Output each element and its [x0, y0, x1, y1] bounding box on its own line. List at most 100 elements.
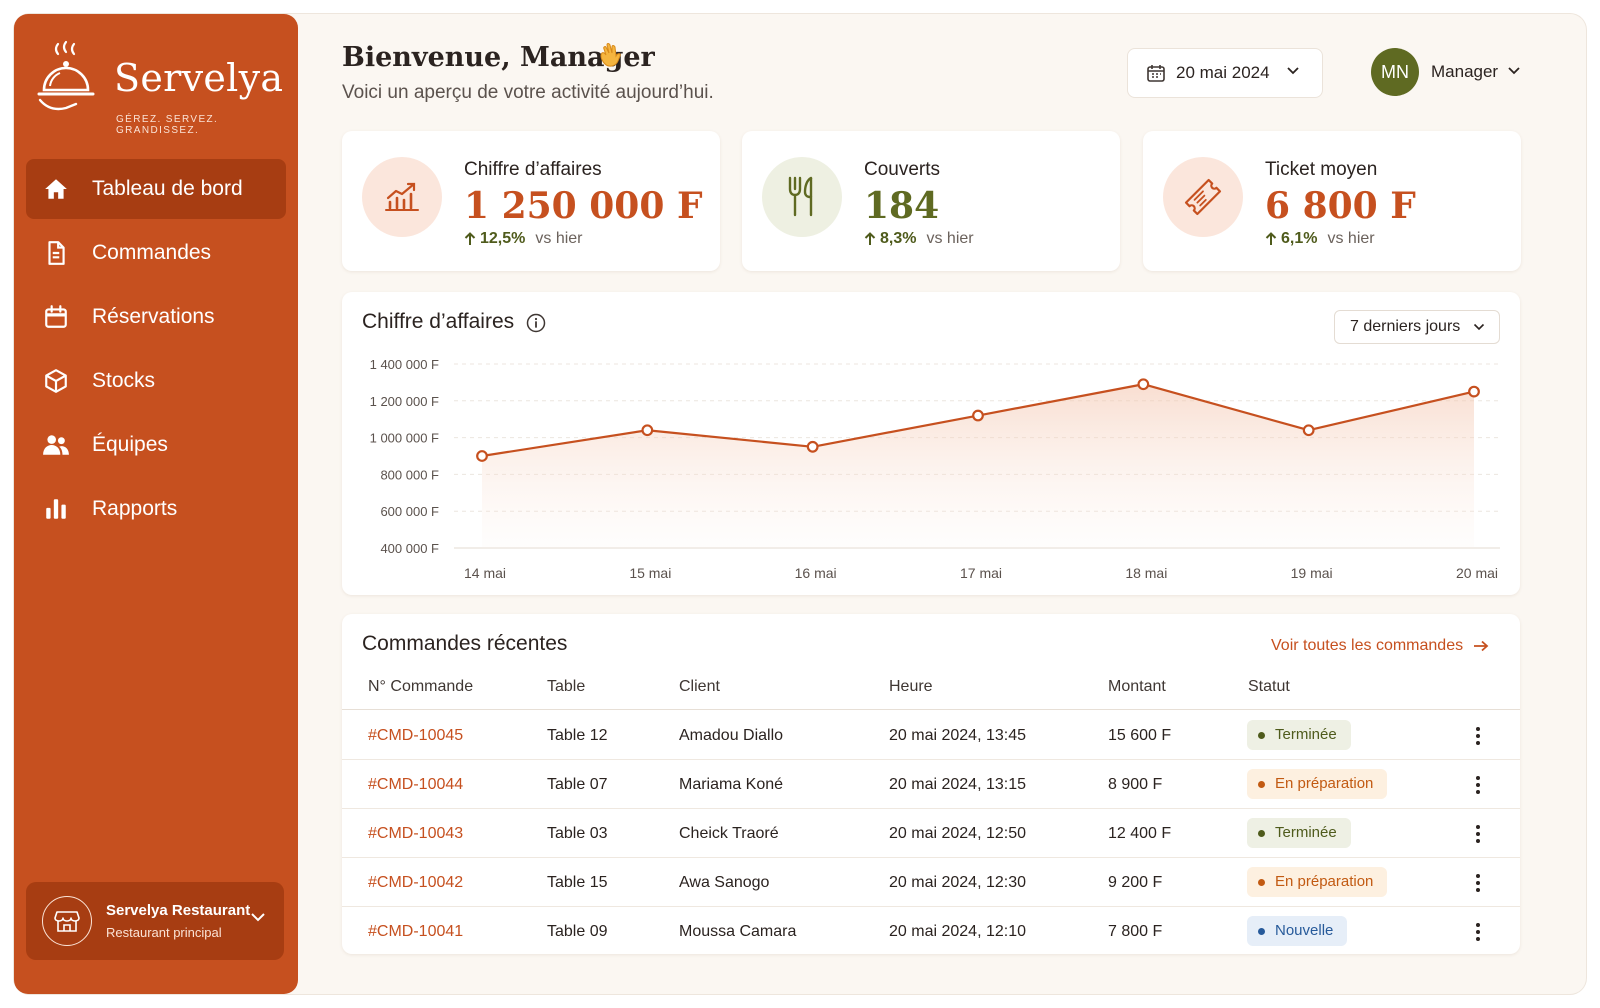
page-subtitle: Voici un aperçu de votre activité aujour…	[342, 82, 714, 103]
y-tick-label: 400 000 F	[380, 541, 439, 556]
sidebar-item-label: Rapports	[92, 497, 178, 520]
kpi-delta-caption: vs hier	[535, 230, 583, 247]
order-table: Table 07	[547, 776, 608, 793]
kpi-delta-caption: vs hier	[1327, 230, 1375, 247]
order-id-link[interactable]: #CMD-10041	[368, 923, 464, 940]
y-tick-label: 1 400 000 F	[370, 357, 439, 372]
column-header: Statut	[1248, 678, 1290, 695]
avatar[interactable]: MN	[1371, 48, 1419, 96]
brand-tagline: GÉREZ. SERVEZ. GRANDISSEZ.	[116, 114, 219, 136]
sidebar-item-equipes[interactable]: Équipes	[26, 415, 286, 475]
date-picker[interactable]: 20 mai 2024	[1127, 48, 1323, 98]
brand-name: Servelya	[114, 56, 284, 100]
kpi-card-average-ticket: Ticket moyen 6 800 F 6,1% vs hier	[1143, 131, 1521, 271]
order-amount: 8 900 F	[1108, 776, 1163, 793]
data-point	[806, 440, 819, 453]
more-options-icon[interactable]	[1468, 823, 1488, 845]
column-header: Montant	[1108, 678, 1166, 695]
kpi-value: 1 250 000 F	[464, 185, 703, 227]
sidebar-item-rapports[interactable]: Rapports	[26, 479, 286, 539]
more-options-icon[interactable]	[1468, 725, 1488, 747]
order-amount: 12 400 F	[1108, 825, 1172, 842]
box-icon	[42, 367, 70, 395]
arrow-up-icon	[864, 232, 876, 245]
range-select[interactable]: 7 derniers jours	[1334, 310, 1500, 344]
revenue-line-chart: 1 400 000 F 1 200 000 F 1 000 000 F 800 000…	[370, 357, 1500, 581]
x-tick-label: 16 mai	[795, 565, 837, 581]
home-icon	[42, 175, 70, 203]
kpi-card-revenue: Chiffre d’affaires 1 250 000 F 12,5% vs …	[342, 131, 720, 271]
status-badge: Nouvelle	[1247, 916, 1348, 946]
status-badge: En préparation	[1247, 867, 1388, 897]
x-tick-label: 14 mai	[464, 565, 506, 581]
arrow-right-icon	[1474, 640, 1489, 652]
table-row[interactable]: #CMD-10041 Table 09 Moussa Camara 20 mai 20…	[342, 907, 1520, 956]
date-value: 20 mai 2024	[1176, 63, 1270, 82]
chevron-down-icon	[1287, 67, 1299, 75]
calendar-icon	[1147, 65, 1165, 82]
order-id-link[interactable]: #CMD-10044	[368, 776, 464, 793]
order-client: Mariama Koné	[679, 776, 784, 793]
chevron-down-icon[interactable]	[1507, 66, 1521, 76]
order-id-link[interactable]: #CMD-10042	[368, 874, 464, 891]
brand[interactable]: Servelya GÉREZ. SERVEZ. GRANDISSEZ.	[36, 40, 286, 136]
kpi-delta-caption: vs hier	[926, 230, 974, 247]
column-header: Heure	[889, 678, 933, 695]
table-row[interactable]: #CMD-10042 Table 15 Awa Sanogo 20 mai 2024,…	[342, 858, 1520, 907]
kpi-label: Ticket moyen	[1265, 159, 1378, 180]
table-row[interactable]: #CMD-10045 Table 12 Amadou Diallo 20 mai 20…	[342, 711, 1520, 760]
order-table: Table 12	[547, 727, 608, 744]
sidebar-item-label: Réservations	[92, 305, 215, 328]
arrow-up-icon	[464, 232, 476, 245]
kpi-value: 6 800 F	[1265, 185, 1416, 227]
more-options-icon[interactable]	[1468, 774, 1488, 796]
order-client: Awa Sanogo	[679, 874, 770, 891]
kpi-card-covers: Couverts 184 8,3% vs hier	[742, 131, 1120, 271]
sidebar-item-tableau-de-bord[interactable]: Tableau de bord	[26, 159, 286, 219]
y-tick-label: 800 000 F	[380, 467, 439, 482]
order-client: Cheick Traoré	[679, 825, 779, 842]
y-tick-label: 1 000 000 F	[370, 431, 439, 446]
kpi-label: Chiffre d’affaires	[464, 159, 602, 180]
kpi-value: 184	[864, 185, 940, 227]
table-row[interactable]: #CMD-10043 Table 03 Cheick Traoré 20 mai 20…	[342, 809, 1520, 858]
document-icon	[42, 239, 70, 267]
data-point	[641, 424, 654, 437]
order-table: Table 09	[547, 923, 608, 940]
order-time: 20 mai 2024, 12:30	[889, 874, 1026, 891]
order-id-link[interactable]: #CMD-10045	[368, 727, 464, 744]
order-table: Table 03	[547, 825, 608, 842]
restaurant-switcher[interactable]: Servelya Restaurant Restaurant principal	[26, 882, 284, 960]
see-all-orders-link[interactable]: Voir toutes les commandes	[1271, 637, 1489, 655]
more-options-icon[interactable]	[1468, 872, 1488, 894]
info-icon[interactable]	[526, 313, 546, 333]
kpi-delta: 8,3% vs hier	[864, 230, 974, 248]
data-point	[1137, 378, 1150, 391]
cloche-logo-icon	[37, 40, 95, 111]
sidebar-item-reservations[interactable]: Réservations	[26, 287, 286, 347]
table-row[interactable]: #CMD-10044 Table 07 Mariama Koné 20 mai 202…	[342, 760, 1520, 809]
user-menu-label[interactable]: Manager	[1431, 62, 1499, 81]
sidebar-item-commandes[interactable]: Commandes	[26, 223, 286, 283]
order-id-link[interactable]: #CMD-10043	[368, 825, 464, 842]
data-point	[972, 409, 984, 422]
data-point	[1468, 385, 1480, 398]
trend-up-icon	[362, 157, 442, 237]
kpi-delta: 6,1% vs hier	[1265, 230, 1375, 248]
column-header: N° Commande	[368, 678, 474, 695]
sidebar-item-stocks[interactable]: Stocks	[26, 351, 286, 411]
column-header: Client	[679, 678, 720, 695]
more-options-icon[interactable]	[1468, 921, 1488, 943]
order-table: Table 15	[547, 874, 608, 891]
bar-chart-icon	[42, 495, 70, 523]
calendar-icon	[42, 303, 70, 331]
order-amount: 9 200 F	[1108, 874, 1163, 891]
status-badge: En préparation	[1247, 769, 1388, 799]
order-time: 20 mai 2024, 12:50	[889, 825, 1026, 842]
order-time: 20 mai 2024, 13:15	[889, 776, 1026, 793]
see-all-label: Voir toutes les commandes	[1271, 637, 1464, 654]
y-tick-label: 1 200 000 F	[370, 394, 439, 409]
sidebar-item-label: Commandes	[92, 241, 212, 264]
sidebar-item-label: Tableau de bord	[92, 177, 243, 200]
order-client: Moussa Camara	[679, 923, 797, 940]
